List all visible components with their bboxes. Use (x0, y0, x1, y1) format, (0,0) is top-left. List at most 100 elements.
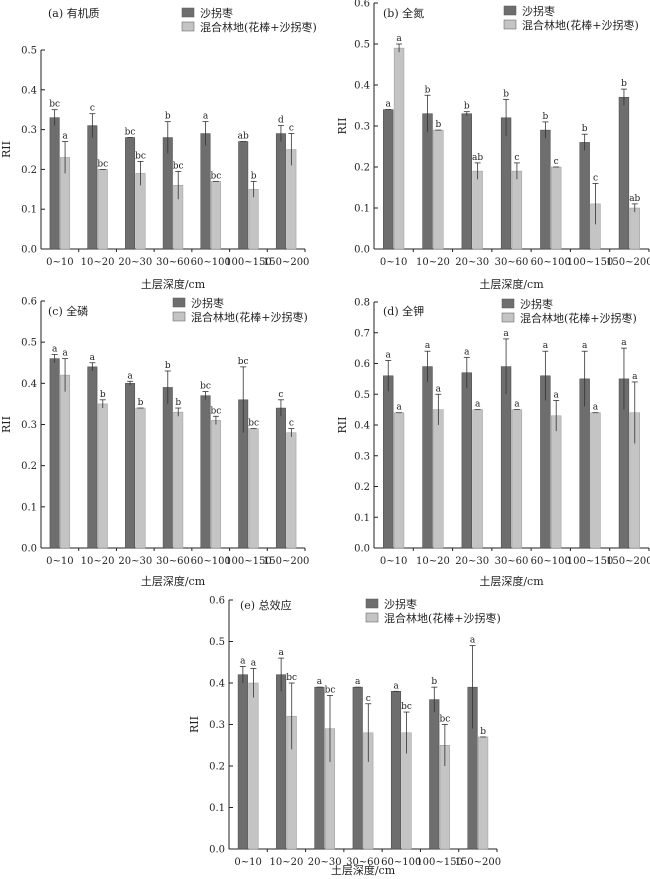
significance-label: a (464, 347, 470, 357)
bar (352, 686, 363, 850)
legend-swatch (501, 298, 515, 309)
significance-label: a (593, 403, 599, 413)
bar (461, 113, 472, 250)
bar (275, 407, 286, 549)
x-tick-label: 0~10 (234, 857, 261, 868)
x-tick-label: 20~30 (455, 556, 489, 567)
significance-label: b (165, 112, 171, 122)
x-tick-label: 10~20 (81, 556, 115, 567)
y-tick-label: 0.5 (354, 40, 370, 51)
significance-label: a (127, 371, 133, 381)
significance-label: b (621, 79, 627, 89)
significance-label: b (251, 171, 257, 181)
y-tick-label: 0.6 (354, 359, 370, 370)
significance-label: c (366, 694, 371, 704)
significance-label: bc (200, 382, 211, 392)
y-tick-label: 0.3 (209, 720, 225, 731)
significance-label: a (62, 132, 68, 142)
significance-label: ab (238, 132, 249, 142)
significance-label: c (514, 153, 519, 163)
significance-label: b (100, 390, 106, 400)
y-tick-label: 0.6 (209, 596, 225, 607)
bar (472, 409, 483, 549)
y-tick-label: 0.4 (354, 81, 370, 92)
bar (511, 409, 523, 549)
significance-label: b (464, 102, 470, 112)
y-tick-label: 0.1 (354, 204, 370, 215)
x-tick-label: 10~20 (416, 257, 450, 268)
legend-label: 混合林地(花棒+沙拐枣) (384, 611, 501, 625)
x-axis-label: 土层深度/cm (479, 574, 544, 588)
bar (275, 133, 286, 250)
x-tick-label: 10~20 (270, 857, 304, 868)
bar (579, 142, 590, 250)
y-axis-label: RII (0, 141, 13, 158)
y-tick-label: 0.1 (21, 205, 37, 216)
significance-label: bc (97, 159, 108, 169)
legend-label: 混合林地(花棒+沙拐枣) (522, 18, 639, 32)
significance-label: a (251, 658, 257, 668)
y-tick-label: 0.7 (354, 328, 370, 339)
x-tick-label: 100~150 (416, 857, 463, 868)
x-tick-label: 60~100 (191, 556, 231, 567)
bar (125, 383, 136, 549)
bar (125, 137, 136, 250)
significance-label: a (317, 677, 323, 687)
y-tick-label: 0.6 (21, 297, 37, 308)
significance-label: a (582, 341, 588, 351)
y-tick-label: 0.5 (21, 46, 37, 57)
significance-label: a (554, 390, 560, 400)
x-tick-label: 30~60 (495, 556, 529, 567)
significance-label: a (514, 400, 520, 410)
x-tick-label: 100~150 (225, 257, 272, 268)
legend-swatch (172, 297, 186, 308)
y-tick-label: 0.8 (354, 298, 370, 309)
significance-label: a (396, 34, 402, 44)
legend-swatch (365, 612, 379, 623)
significance-label: c (554, 157, 559, 167)
significance-label: a (386, 350, 392, 360)
x-tick-label: 60~100 (531, 257, 571, 268)
bar (433, 409, 444, 549)
bar (511, 170, 523, 250)
significance-label: a (278, 648, 284, 658)
significance-label: ab (472, 153, 483, 163)
panel-title: (c) 全磷 (48, 304, 88, 318)
bar (422, 113, 433, 250)
x-axis-label: 土层深度/cm (479, 277, 544, 291)
significance-label: c (90, 104, 95, 114)
significance-label: bc (401, 702, 412, 712)
significance-label: bc (135, 151, 146, 161)
bar (461, 372, 472, 549)
legend-label: 混合林地(花棒+沙拐枣) (520, 311, 637, 325)
legend-swatch (501, 312, 515, 323)
bar (87, 125, 98, 250)
bar (238, 141, 249, 250)
x-tick-label: 0~10 (380, 257, 407, 268)
bar (433, 129, 444, 250)
x-tick-label: 30~60 (495, 257, 529, 268)
significance-label: bc (286, 673, 297, 683)
significance-label: c (593, 173, 598, 183)
significance-label: c (278, 390, 283, 400)
bar (248, 189, 259, 250)
y-tick-label: 0.4 (21, 85, 37, 96)
significance-label: bc (125, 128, 136, 138)
y-axis-label: RII (0, 416, 13, 433)
x-tick-label: 60~100 (191, 257, 231, 268)
panel-d: 0.0 0.1 0.2 0.3 0.4 0.5 0.6 0.7 0.8 RII (d) 全钾 沙拐枣混… (336, 297, 650, 588)
bar (478, 736, 489, 850)
y-tick-label: 0.0 (21, 544, 37, 555)
y-tick-label: 0.0 (354, 544, 370, 555)
significance-label: bc (325, 685, 336, 695)
legend-swatch (181, 21, 195, 32)
bar (422, 366, 433, 549)
y-axis-label: RII (188, 716, 201, 733)
significance-label: bc (211, 406, 222, 416)
legend-swatch (503, 5, 517, 16)
x-tick-label: 20~30 (118, 257, 152, 268)
significance-label: b (165, 361, 171, 371)
significance-label: b (425, 85, 431, 95)
significance-label: a (203, 112, 209, 122)
